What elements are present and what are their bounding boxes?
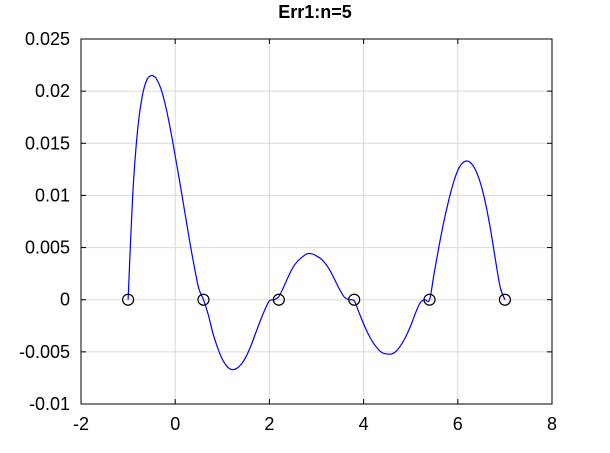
y-tick-label: 0.01: [35, 185, 70, 205]
data-point-marker: [423, 293, 436, 306]
data-point-marker: [498, 293, 511, 306]
y-tick-label: -0.01: [29, 394, 70, 414]
y-tick-label: 0.02: [35, 81, 70, 101]
marker-layer: [122, 293, 511, 306]
y-tick-label: -0.005: [19, 342, 70, 362]
series-layer: [127, 74, 506, 371]
axis-ticks: -2 0 2 4 6 8 -0.01 -0.005 0 0.005 0.01 0.015 0.02 0.0…: [19, 29, 557, 434]
x-tick-label: -2: [73, 414, 89, 434]
y-tick-label: 0.015: [25, 133, 70, 153]
y-tick-label: 0: [60, 290, 70, 310]
x-tick-label: 8: [547, 414, 557, 434]
data-point-marker: [122, 293, 135, 306]
y-tick-label: 0.005: [25, 238, 70, 258]
data-point-marker: [348, 293, 361, 306]
x-tick-label: 6: [453, 414, 463, 434]
y-tick-label: 0.025: [25, 29, 70, 49]
data-point-marker: [272, 293, 285, 306]
data-point-marker: [197, 293, 210, 306]
series-line: [127, 74, 506, 371]
x-tick-label: 2: [264, 414, 274, 434]
grid: [80, 38, 553, 405]
x-tick-label: 0: [170, 414, 180, 434]
plot-area: [80, 38, 553, 405]
chart-title: Err1:n=5: [278, 2, 352, 22]
x-tick-label: 4: [359, 414, 369, 434]
